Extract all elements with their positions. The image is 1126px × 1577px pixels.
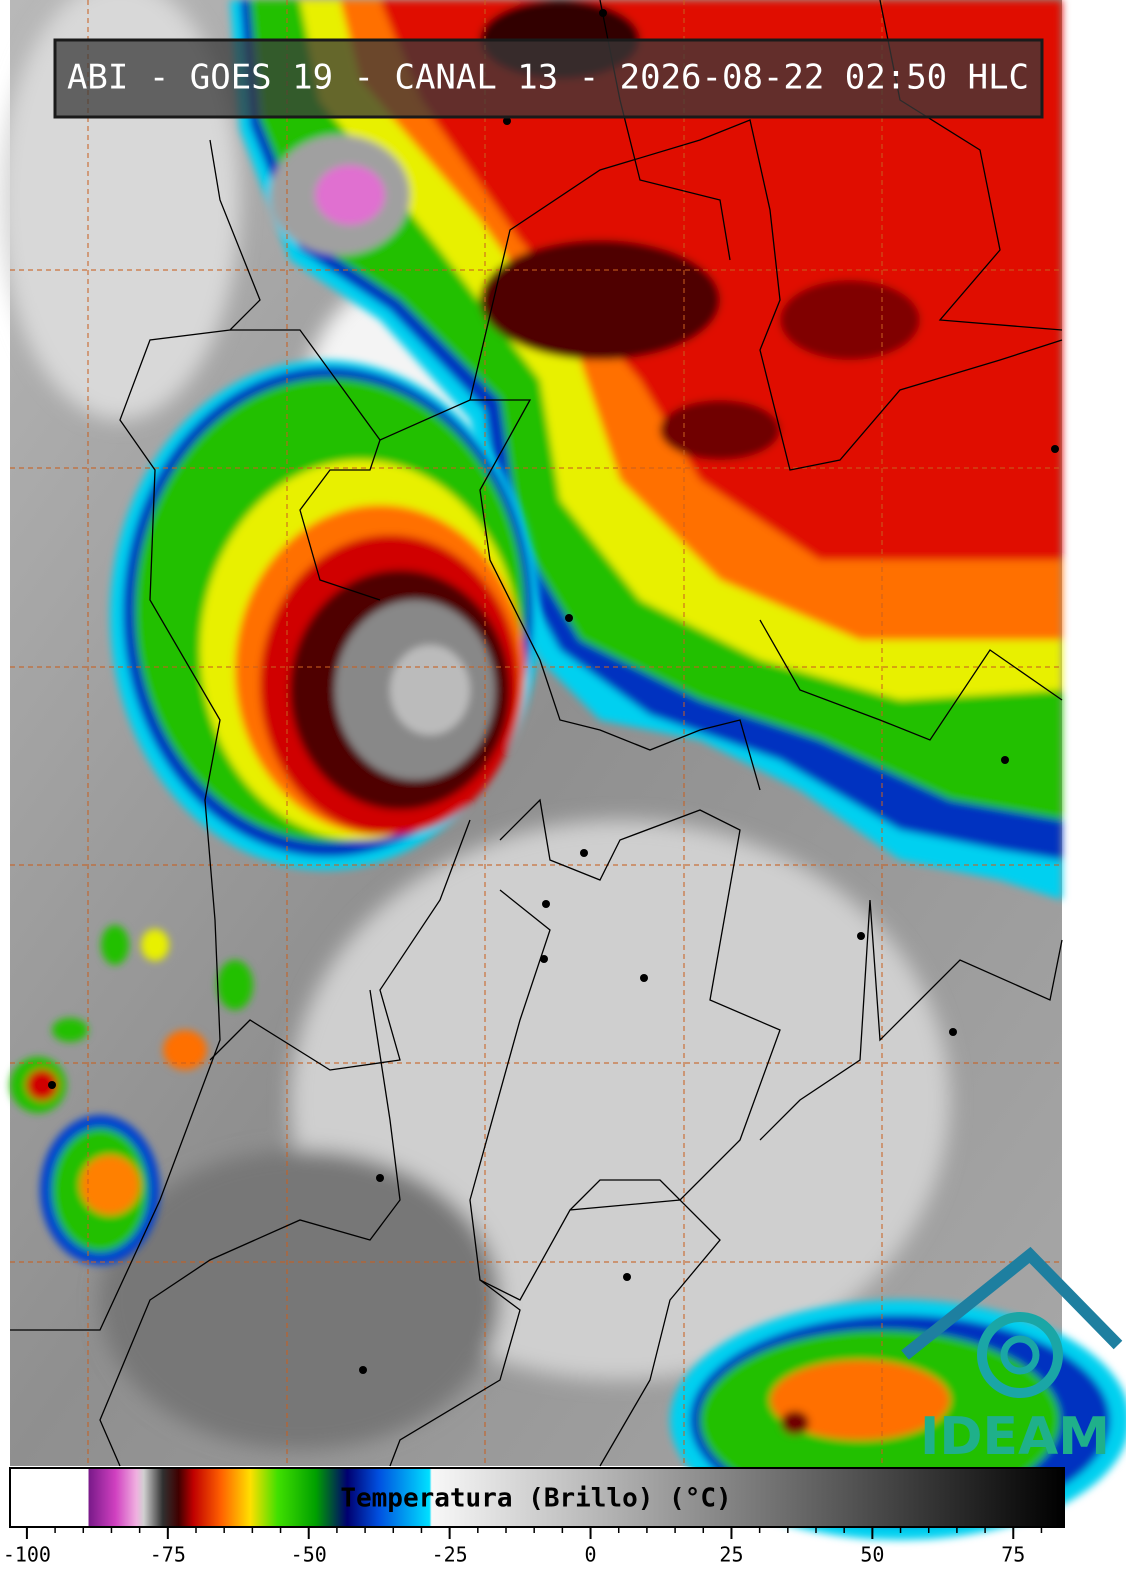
logo: IDEAM	[901, 1246, 1123, 1467]
colorbar: Temperatura (Brillo) (°C) -100 -75 -50 -25 0…	[3, 1467, 1065, 1567]
tick-label: -25	[432, 1543, 468, 1567]
cloud-mass-north	[230, 0, 1062, 900]
tick-label: -75	[150, 1543, 186, 1567]
borders	[10, 0, 1063, 1467]
lat-lon-grid	[10, 0, 1062, 1466]
image-title: ABI - GOES 19 - CANAL 13 - 2026-08-22 02…	[67, 58, 1029, 98]
tick-label: 75	[1001, 1543, 1025, 1567]
city-dots	[48, 9, 1059, 1374]
storm-cell-center	[110, 360, 540, 870]
colorbar-label: Temperatura (Brillo) (°C)	[340, 1484, 731, 1514]
title-box: ABI - GOES 19 - CANAL 13 - 2026-08-22 02…	[53, 38, 1044, 119]
logo-text: IDEAM	[920, 1407, 1110, 1467]
tick-label: 0	[585, 1543, 597, 1567]
tick-label: 50	[860, 1543, 884, 1567]
tick-label: -50	[291, 1543, 327, 1567]
tick-label: 25	[719, 1543, 743, 1567]
tick-label: -100	[3, 1543, 51, 1567]
colorbar-gradient	[9, 1467, 1065, 1528]
